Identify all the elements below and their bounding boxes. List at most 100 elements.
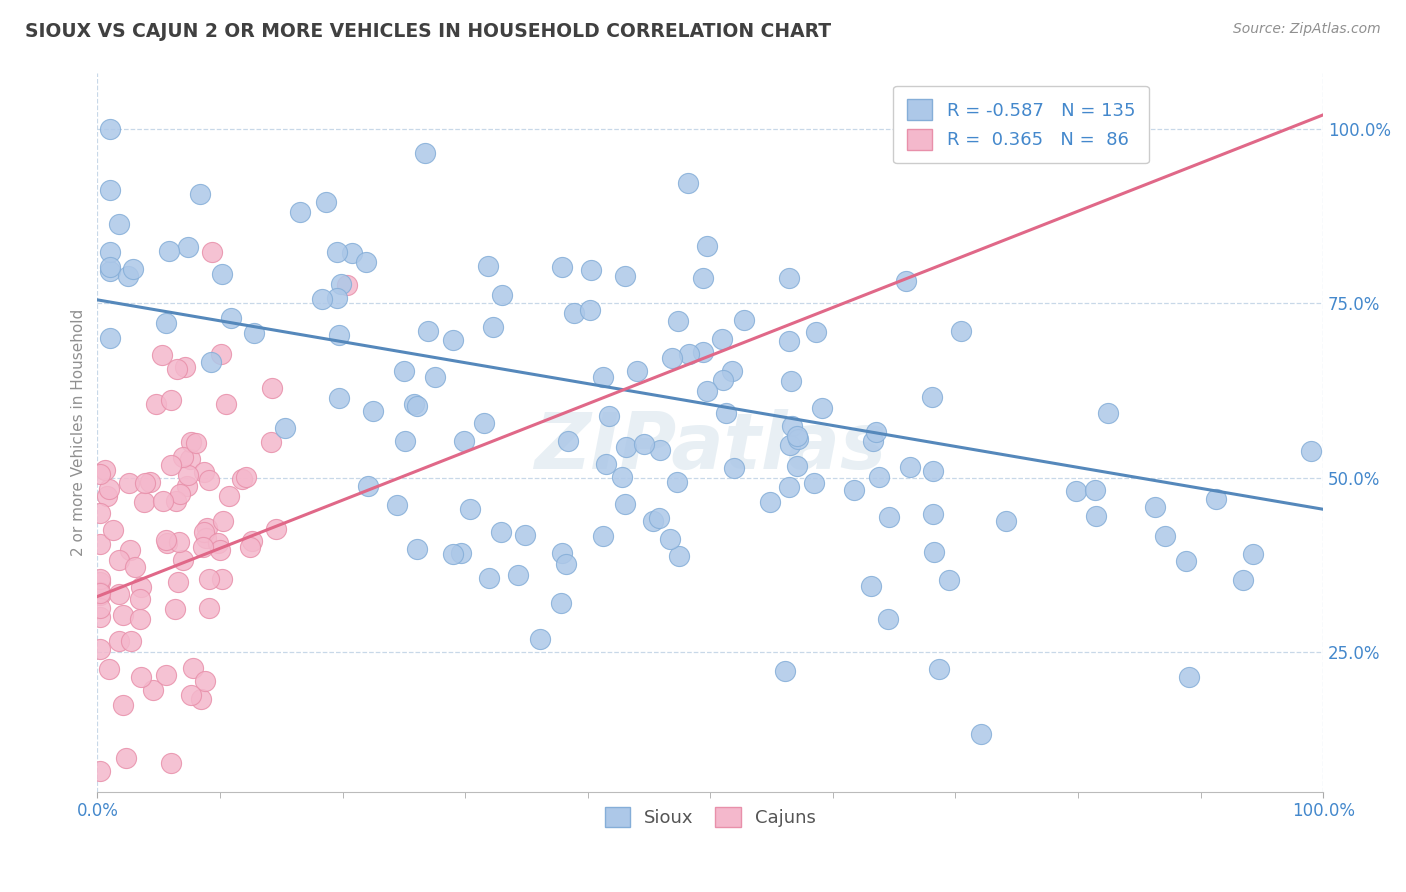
Point xyxy=(613,269,636,284)
Point xyxy=(803,475,825,490)
Point xyxy=(155,668,177,682)
Point xyxy=(155,533,177,547)
Point xyxy=(1205,492,1227,507)
Point xyxy=(581,263,603,277)
Point xyxy=(129,591,152,606)
Point xyxy=(315,194,337,209)
Point xyxy=(89,764,111,778)
Point xyxy=(180,688,202,702)
Point xyxy=(478,571,501,585)
Point xyxy=(450,546,472,560)
Point xyxy=(240,533,263,548)
Point xyxy=(869,470,891,484)
Point xyxy=(1084,508,1107,523)
Point xyxy=(759,495,782,509)
Point xyxy=(325,291,347,305)
Point xyxy=(406,541,429,556)
Point xyxy=(595,457,617,471)
Point xyxy=(780,374,803,388)
Point xyxy=(661,351,683,366)
Point xyxy=(193,524,215,539)
Point xyxy=(108,587,131,601)
Point xyxy=(166,361,188,376)
Point xyxy=(1144,500,1167,515)
Point xyxy=(157,244,180,258)
Point xyxy=(441,547,464,561)
Point xyxy=(173,360,195,375)
Point xyxy=(633,437,655,451)
Point xyxy=(89,601,111,615)
Point xyxy=(692,271,714,285)
Point xyxy=(201,244,224,259)
Point xyxy=(160,393,183,408)
Point xyxy=(96,489,118,503)
Point xyxy=(1232,573,1254,587)
Point xyxy=(648,511,671,525)
Point xyxy=(922,508,945,522)
Point xyxy=(879,509,901,524)
Point xyxy=(89,588,111,602)
Point xyxy=(711,372,734,386)
Point xyxy=(155,316,177,330)
Point xyxy=(134,495,156,509)
Point xyxy=(950,325,973,339)
Point xyxy=(921,464,943,478)
Point xyxy=(198,473,221,487)
Point xyxy=(156,536,179,550)
Point xyxy=(167,535,190,549)
Point xyxy=(922,545,945,559)
Point xyxy=(665,475,688,490)
Point xyxy=(678,347,700,361)
Point xyxy=(810,401,832,415)
Point xyxy=(928,662,950,676)
Point xyxy=(231,472,253,486)
Point xyxy=(89,572,111,586)
Point xyxy=(166,575,188,590)
Point xyxy=(212,515,235,529)
Point xyxy=(165,493,187,508)
Point xyxy=(1084,483,1107,498)
Point xyxy=(89,537,111,551)
Point xyxy=(550,596,572,610)
Point xyxy=(720,364,742,378)
Point xyxy=(423,370,446,384)
Point xyxy=(862,434,884,449)
Point xyxy=(98,121,121,136)
Point xyxy=(98,331,121,345)
Point xyxy=(340,245,363,260)
Point xyxy=(177,240,200,254)
Point xyxy=(458,502,481,516)
Point xyxy=(859,579,882,593)
Point xyxy=(134,476,156,491)
Point xyxy=(1154,528,1177,542)
Point xyxy=(118,542,141,557)
Point xyxy=(142,682,165,697)
Point xyxy=(194,674,217,689)
Point xyxy=(118,475,141,490)
Point xyxy=(354,255,377,269)
Point xyxy=(779,438,801,452)
Point xyxy=(97,483,120,497)
Point xyxy=(778,480,800,494)
Point xyxy=(209,347,232,361)
Point xyxy=(491,525,513,540)
Point xyxy=(1241,547,1264,561)
Point xyxy=(243,326,266,341)
Point xyxy=(614,440,637,454)
Point xyxy=(176,478,198,492)
Point xyxy=(111,698,134,713)
Point xyxy=(198,572,221,586)
Point xyxy=(139,475,162,489)
Point xyxy=(89,575,111,590)
Point xyxy=(1175,553,1198,567)
Y-axis label: 2 or more Vehicles in Household: 2 or more Vehicles in Household xyxy=(72,309,86,556)
Point xyxy=(328,391,350,405)
Point xyxy=(562,306,585,320)
Point xyxy=(89,585,111,599)
Text: ZIPatlas: ZIPatlas xyxy=(534,409,886,485)
Point xyxy=(676,176,699,190)
Point xyxy=(778,271,800,285)
Point xyxy=(172,450,194,464)
Point xyxy=(219,310,242,325)
Point xyxy=(668,549,690,563)
